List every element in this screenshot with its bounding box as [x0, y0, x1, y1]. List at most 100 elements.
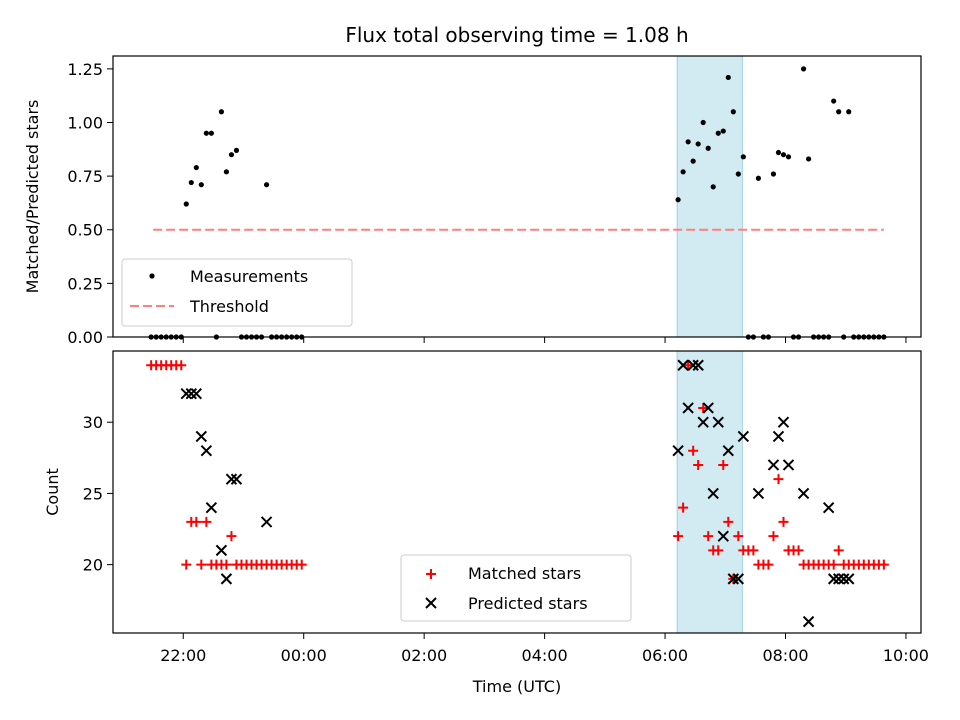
measurement-point — [735, 171, 741, 177]
measurement-point — [695, 141, 701, 147]
top-x-ticks — [182, 337, 907, 343]
measurement-point — [218, 109, 225, 115]
chart-title: Flux total observing time = 1.08 h — [345, 23, 688, 47]
bottom-panel-frame — [112, 350, 922, 634]
bottom-x-ticks: 22:00 00:00 02:00 04:00 06:00 08:00 10:00 — [160, 633, 929, 665]
matched-star-point — [748, 545, 759, 556]
matched-star-point — [221, 559, 232, 570]
top-legend-box — [121, 258, 353, 327]
predicted-star-point — [200, 444, 213, 457]
top-highlight-span — [676, 55, 743, 338]
matched-star-point — [698, 402, 709, 413]
bottom-highlight-span — [676, 350, 743, 634]
predicted-star-point — [772, 430, 785, 443]
predicted-star-point — [777, 416, 790, 428]
predicted-star-point — [717, 530, 729, 542]
bottom-y-tick-label: 20 — [83, 556, 103, 575]
bottom-legend: Matched stars Predicted stars — [400, 554, 632, 622]
measurement-point — [263, 182, 270, 188]
predicted-star-point — [190, 388, 203, 400]
predicted-star-point — [822, 501, 835, 514]
predicted-star-point — [737, 430, 750, 443]
predicted-star-point — [767, 459, 780, 471]
matched-star-point — [683, 360, 694, 371]
measurement-point — [740, 154, 746, 160]
predicted-star-point — [712, 416, 724, 428]
matched-star-point — [718, 459, 729, 470]
measurement-point — [725, 74, 731, 81]
legend-predicted-marker — [425, 597, 437, 609]
matched-star-point — [763, 559, 774, 570]
x-tick-label: 22:00 — [160, 646, 206, 665]
matched-star-point — [201, 516, 212, 527]
x-tick-label: 00:00 — [281, 646, 327, 665]
matched-star-point — [828, 559, 839, 570]
predicted-star-point — [205, 501, 218, 514]
legend-measurements-label: Measurements — [190, 267, 308, 286]
measurement-point — [675, 197, 681, 203]
predicted-star-point — [702, 402, 714, 414]
matched-star-point — [688, 445, 699, 456]
predicted-star-point — [682, 402, 694, 414]
matched-star-point — [296, 559, 307, 570]
measurement-point — [770, 171, 777, 177]
top-y-tick-label: 0.50 — [67, 221, 103, 240]
predicted-star-point — [797, 487, 810, 500]
measurement-point — [831, 98, 837, 104]
predicted-star-point — [722, 444, 734, 457]
predicted-star-point — [180, 388, 192, 400]
measurement-point — [228, 152, 235, 158]
predicted-star-point — [782, 459, 795, 471]
bottom-y-tick-label: 25 — [83, 484, 103, 503]
predicted-star-point — [195, 430, 208, 443]
measurement-point — [680, 169, 686, 175]
predicted-star-point — [697, 416, 709, 428]
legend-measurements-marker — [149, 273, 155, 279]
x-tick-label: 04:00 — [522, 646, 568, 665]
matched-star-point — [191, 516, 202, 527]
legend-matched-label: Matched stars — [468, 564, 581, 583]
predicted-star-point — [707, 487, 719, 500]
measurement-point — [780, 152, 787, 158]
predicted-star-point — [838, 573, 850, 585]
measurement-point — [188, 179, 194, 186]
top-y-tick-label: 1.00 — [67, 113, 103, 132]
predicted-star-point — [843, 573, 855, 585]
measurement-point — [836, 109, 842, 115]
predicted-star-point — [832, 573, 845, 585]
top-y-axis-label: Matched/Predicted stars — [23, 100, 42, 294]
measurement-point — [198, 182, 204, 188]
predicted-star-point — [727, 573, 740, 585]
predicted-star-point — [752, 487, 765, 500]
predicted-star-point — [802, 615, 815, 628]
measurement-point — [710, 184, 716, 190]
measurement-point — [233, 147, 240, 153]
top-panel: 0.00 0.25 0.50 0.75 1.00 1.25 Matched/Predict… — [23, 55, 922, 347]
measurement-point — [685, 139, 691, 145]
matched-star-point — [878, 559, 889, 570]
matched-star-point — [713, 545, 724, 556]
predicted-star-point — [215, 544, 228, 557]
x-tick-label: 08:00 — [762, 646, 808, 665]
top-panel-frame — [112, 55, 922, 338]
measurement-point — [720, 128, 726, 134]
predicted-star-point — [225, 473, 238, 485]
predicted-star-point — [687, 359, 699, 371]
top-y-tick-label: 0.75 — [67, 167, 103, 186]
measurement-point — [730, 109, 736, 115]
matched-star-point — [773, 474, 784, 485]
legend-threshold-label: Threshold — [189, 297, 269, 316]
matched-star-point — [181, 559, 192, 570]
matched-star-point — [703, 531, 714, 542]
predicted-star-point — [260, 516, 273, 528]
matched-star-point — [833, 545, 844, 556]
top-legend: Measurements Threshold — [121, 258, 353, 327]
measurement-point — [715, 130, 721, 136]
matched-star-point — [176, 360, 187, 371]
x-tick-label: 02:00 — [401, 646, 447, 665]
predicted-stars-points — [180, 359, 855, 628]
measurement-point — [700, 119, 706, 126]
measurement-point — [775, 149, 782, 156]
measurement-point — [705, 145, 711, 151]
predicted-star-point — [677, 359, 689, 371]
